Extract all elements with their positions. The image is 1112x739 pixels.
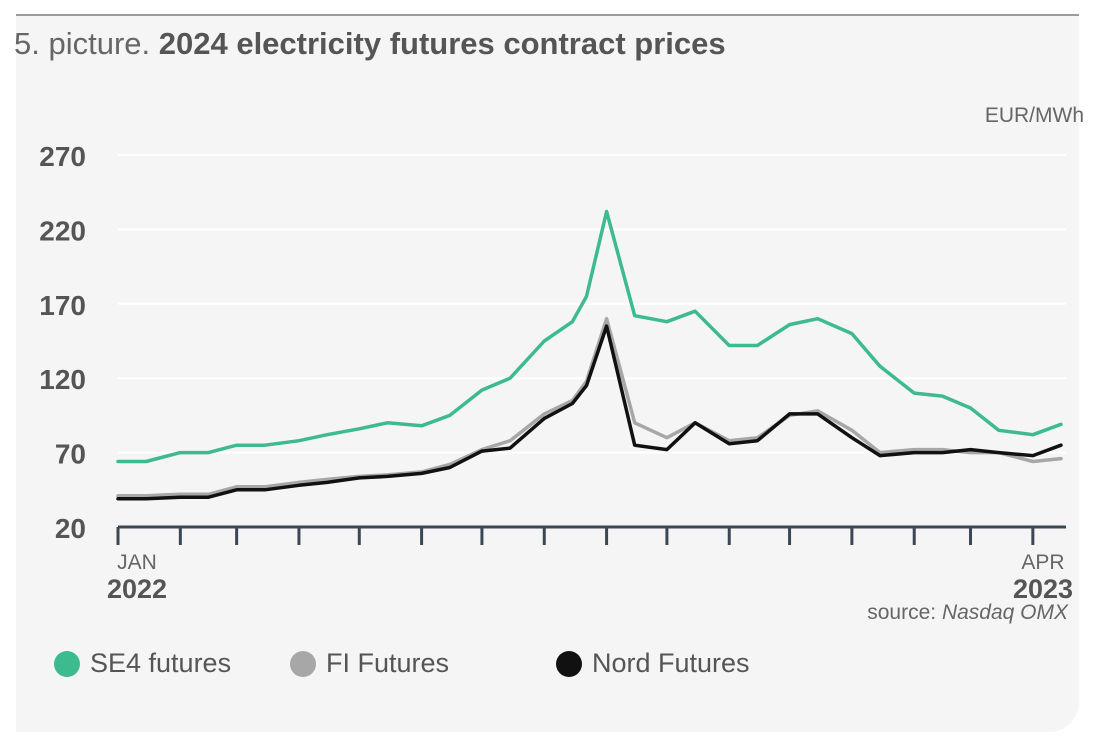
source-prefix: source: bbox=[867, 601, 937, 624]
nord-legend-dot bbox=[556, 650, 582, 677]
legend-item-se4: SE4 futures bbox=[54, 648, 231, 679]
source-note: source: Nasdaq OMX bbox=[867, 601, 1068, 625]
series-line-nord bbox=[116, 324, 1063, 501]
legend-label-fi: FI Futures bbox=[326, 648, 450, 678]
x-tick-month-0: JAN bbox=[117, 551, 157, 574]
legend-label-se4: SE4 futures bbox=[90, 648, 232, 678]
x-tick-year-0: 2022 bbox=[107, 574, 167, 604]
unit-label: EUR/MWh bbox=[984, 104, 1084, 127]
y-tick-label-170: 170 bbox=[39, 290, 86, 321]
legend-label-nord: Nord Futures bbox=[592, 648, 750, 678]
y-tick-label-20: 20 bbox=[55, 513, 86, 544]
legend-item-fi: FI Futures bbox=[290, 648, 449, 679]
chart-card bbox=[16, 14, 1079, 732]
x-tick-month-1: APR bbox=[1021, 551, 1064, 574]
title-main: 2024 electricity futures contract prices bbox=[158, 26, 726, 61]
chart-title: 5. picture. 2024 electricity futures con… bbox=[14, 26, 726, 62]
legend-item-nord: Nord Futures bbox=[556, 648, 750, 679]
se4-legend-dot bbox=[54, 650, 80, 677]
title-prefix: 5. picture. bbox=[14, 26, 151, 61]
y-tick-label-270: 270 bbox=[39, 141, 86, 172]
y-tick-label-70: 70 bbox=[55, 439, 86, 470]
fi-legend-dot bbox=[290, 650, 316, 677]
y-tick-label-120: 120 bbox=[39, 364, 86, 395]
x-tick-year-1: 2023 bbox=[1013, 574, 1073, 604]
series-line-fi bbox=[116, 316, 1063, 498]
source-name: Nasdaq OMX bbox=[941, 601, 1068, 624]
series-line-se4 bbox=[116, 209, 1063, 464]
y-tick-label-220: 220 bbox=[39, 215, 86, 246]
